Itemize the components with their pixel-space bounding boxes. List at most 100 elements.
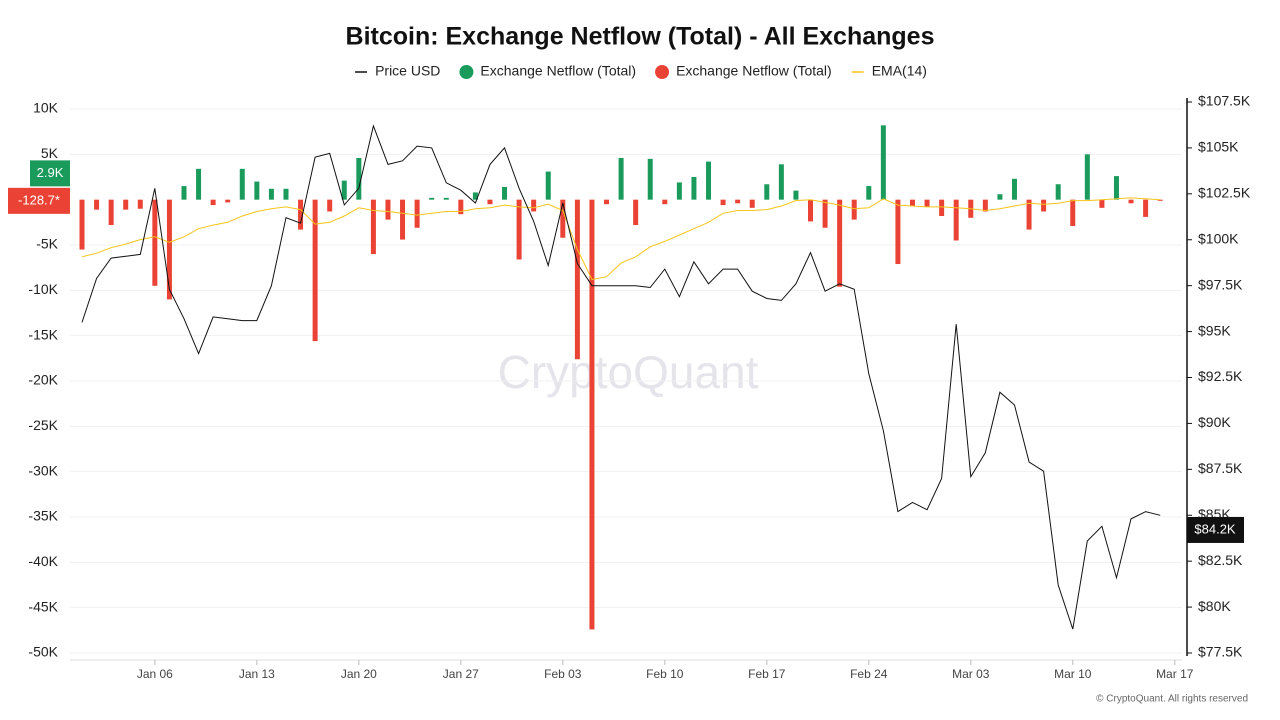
- bar: [822, 199, 828, 228]
- legend-dot: [655, 65, 670, 79]
- y2-tick-label: $105K: [1198, 139, 1239, 155]
- bar: [370, 199, 376, 255]
- bar: [574, 199, 580, 360]
- x-tick-label: Mar 03: [952, 667, 990, 681]
- bar: [1026, 199, 1032, 230]
- bar: [327, 199, 333, 212]
- y-tick-label: -35K: [28, 508, 58, 524]
- bar: [414, 199, 420, 228]
- y2-tick-label: $107.5K: [1198, 93, 1251, 109]
- bar: [298, 199, 304, 230]
- bar: [268, 188, 274, 200]
- y-tick-label: -30K: [28, 462, 58, 478]
- bar: [429, 197, 435, 200]
- y-tick-label: -40K: [28, 553, 58, 569]
- bar: [283, 188, 289, 200]
- bar: [691, 177, 697, 200]
- bar: [1099, 199, 1105, 208]
- line-series: [81, 197, 1161, 281]
- bar: [749, 199, 755, 208]
- y2-tick-label: $77.5K: [1198, 644, 1243, 660]
- bar: [939, 199, 945, 216]
- y2-tick-label: $87.5K: [1198, 460, 1243, 476]
- bar: [545, 171, 551, 200]
- legend-label: Exchange Netflow (Total): [676, 63, 832, 79]
- bar: [254, 181, 260, 200]
- price-badge-label: $84.2K: [1194, 521, 1236, 536]
- bar: [706, 161, 712, 200]
- y2-tick-label: $97.5K: [1198, 276, 1243, 292]
- bar: [152, 199, 158, 286]
- value-badge-label: -128.7*: [18, 192, 60, 207]
- bar: [676, 182, 682, 200]
- x-tick-label: Jan 20: [341, 667, 377, 681]
- x-tick-label: Feb 10: [646, 667, 684, 681]
- bar: [1041, 199, 1047, 212]
- bar: [94, 199, 100, 210]
- bar: [400, 199, 406, 240]
- bar: [793, 190, 799, 200]
- value-badge: [30, 160, 70, 187]
- bar: [531, 199, 537, 212]
- y2-tick-label: $80K: [1198, 598, 1231, 614]
- price-badge: [1187, 516, 1244, 543]
- bar: [1143, 199, 1149, 217]
- bar: [953, 199, 959, 241]
- x-tick-label: Feb 24: [850, 667, 888, 681]
- bar: [618, 157, 624, 200]
- bar: [108, 199, 114, 226]
- bar: [341, 180, 347, 200]
- x-tick-label: Jan 27: [443, 667, 479, 681]
- bar: [443, 197, 449, 200]
- bar: [866, 186, 872, 200]
- bar: [123, 199, 129, 210]
- x-tick-label: Jan 13: [239, 667, 275, 681]
- bar: [516, 199, 522, 260]
- bar: [778, 164, 784, 200]
- y-tick-label: -25K: [28, 417, 58, 433]
- legend: Price USD Exchange Netflow (Total) Exchang…: [355, 63, 927, 79]
- bar: [880, 125, 886, 200]
- legend-dot: [459, 65, 474, 79]
- x-tick-label: Feb 03: [544, 667, 582, 681]
- bar: [604, 199, 610, 205]
- bar: [385, 199, 391, 220]
- bar: [166, 199, 172, 300]
- bar: [895, 199, 901, 265]
- bar: [487, 199, 493, 205]
- bar: [851, 199, 857, 220]
- bar: [1157, 199, 1163, 201]
- y-tick-label: 5K: [41, 145, 59, 161]
- bar: [1113, 176, 1119, 200]
- bar: [662, 199, 668, 205]
- y2-tick-label: $102.5K: [1198, 185, 1251, 201]
- x-tick-label: Feb 17: [748, 667, 786, 681]
- bar: [982, 199, 988, 212]
- x-tick-label: Mar 10: [1054, 667, 1092, 681]
- y2-tick-label: $90K: [1198, 414, 1231, 430]
- y-tick-label: -20K: [28, 372, 58, 388]
- bar: [1084, 154, 1090, 200]
- y-tick-label: -10K: [28, 281, 58, 297]
- bar: [79, 199, 85, 250]
- legend-label: EMA(14): [872, 63, 927, 79]
- bar: [909, 199, 915, 207]
- bar: [997, 194, 1003, 200]
- bar: [1055, 184, 1061, 200]
- x-tick-label: Jan 06: [137, 667, 173, 681]
- bar: [837, 199, 843, 287]
- legend-label: Price USD: [375, 63, 440, 79]
- bar: [137, 199, 143, 209]
- bar: [196, 168, 202, 200]
- bar: [225, 199, 231, 203]
- y-tick-label: -5K: [36, 236, 58, 252]
- bar: [1011, 178, 1017, 200]
- value-badge-label: 2.9K: [37, 165, 64, 180]
- y2-tick-label: $95K: [1198, 322, 1231, 338]
- chart-title: Bitcoin: Exchange Netflow (Total) - All …: [346, 23, 935, 51]
- y-tick-label: -45K: [28, 598, 58, 614]
- footer: © CryptoQuant. All rights reserved: [1096, 694, 1248, 705]
- bar: [560, 199, 566, 238]
- y2-tick-label: $82.5K: [1198, 552, 1243, 568]
